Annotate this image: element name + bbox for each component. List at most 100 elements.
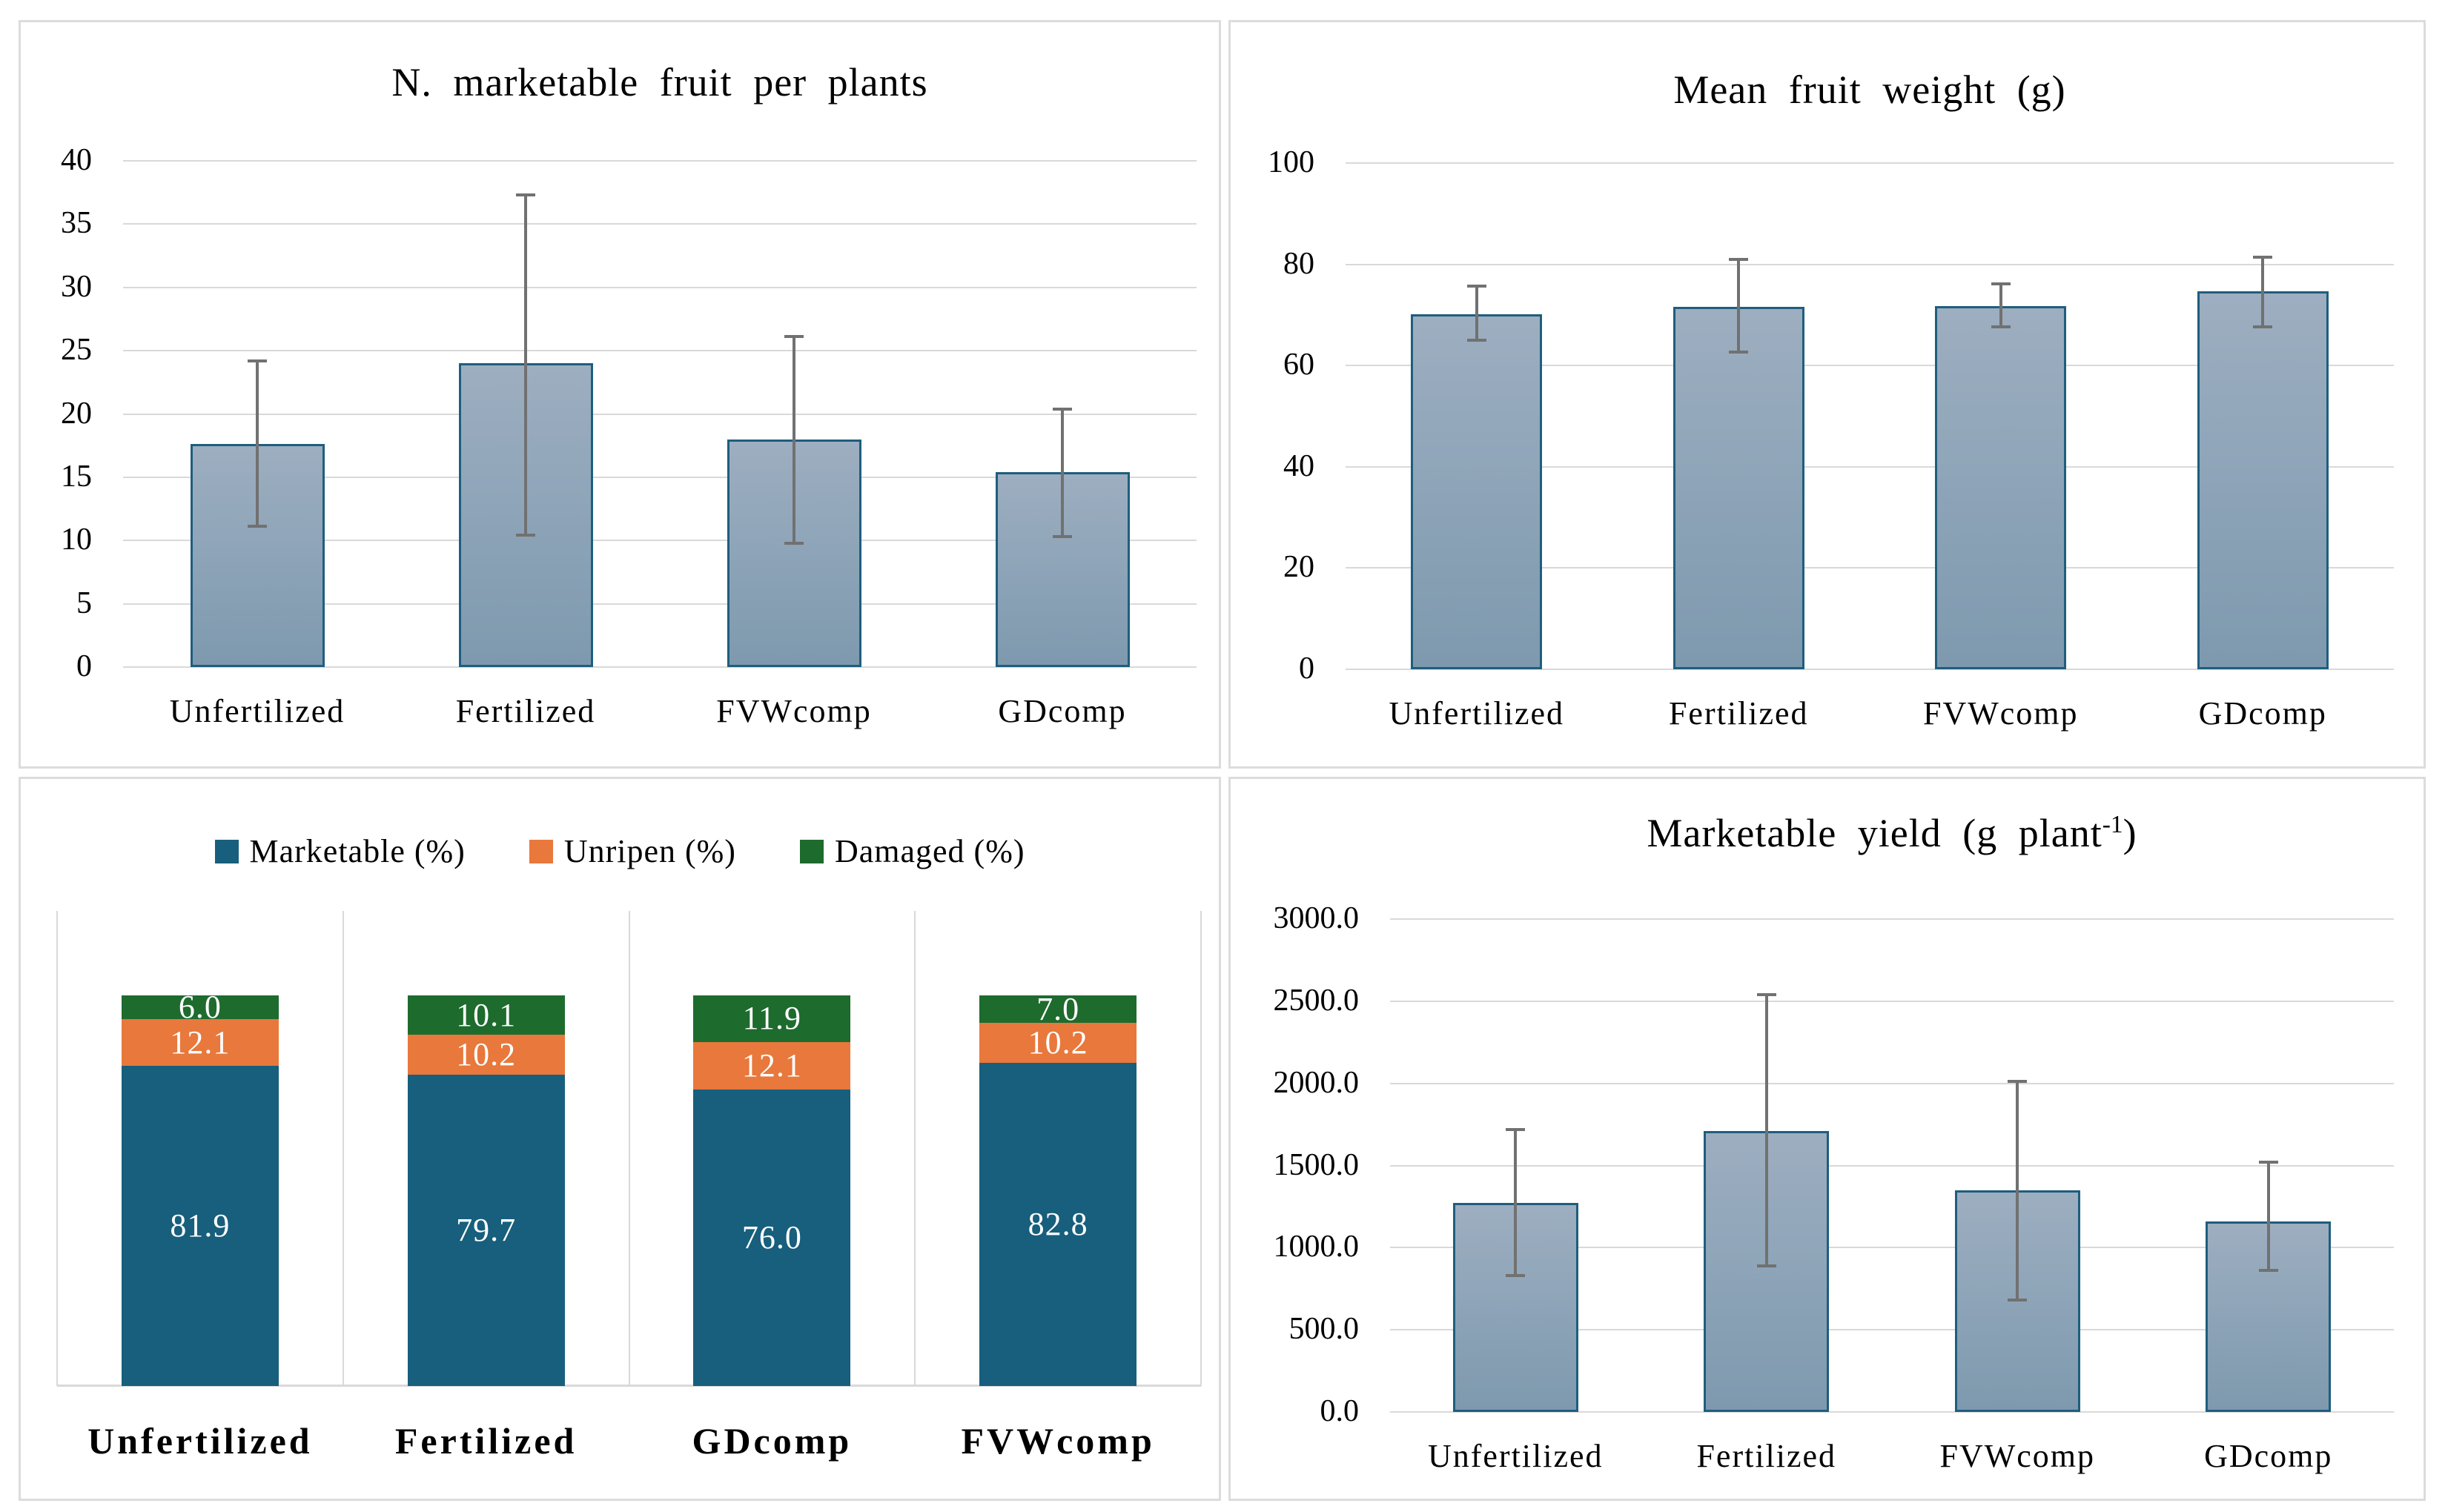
- error-bar-cap-top: [2253, 256, 2273, 259]
- y-tick-label: 20: [1283, 550, 1314, 585]
- x-tick-label: Unfertilized: [169, 693, 345, 729]
- segment-value-label: 12.1: [741, 1047, 802, 1084]
- x-tick-label: FVWcomp: [1922, 695, 2079, 732]
- stacked-bar-column: 76.0 12.1 11.9: [629, 911, 916, 1386]
- plot-area: 81.9 12.1 6.0 79.7 10.2 10.1 76.0 12.1 11.9 82.8 1…: [56, 911, 1202, 1387]
- error-bar: [1475, 285, 1478, 341]
- y-tick-label: 1000.0: [1273, 1230, 1360, 1264]
- error-bar: [524, 195, 527, 536]
- category-separator-line: [342, 911, 344, 1386]
- error-bar: [1999, 283, 2002, 328]
- y-tick-label: 2000.0: [1273, 1065, 1360, 1100]
- stacked-bar: 82.8 10.2 7.0: [979, 990, 1137, 1386]
- chart-legend: Marketable (%) Unripen (%) Damaged (%): [21, 832, 1219, 870]
- x-tick-label: GDcomp: [998, 693, 1127, 729]
- y-tick-label: 35: [61, 206, 92, 241]
- stacked-bar-column: 81.9 12.1 6.0: [57, 911, 343, 1386]
- error-bar-cap-top: [2008, 1080, 2028, 1084]
- title-text: Marketable yield (g plant: [1647, 811, 2102, 855]
- bar: [1411, 314, 1543, 669]
- gridline: [123, 286, 1197, 288]
- error-bar-cap-top: [1053, 407, 1072, 411]
- error-bar-cap-top: [1991, 282, 2011, 285]
- bar-segment: 79.7: [407, 1075, 565, 1386]
- gridline: [1346, 567, 2394, 569]
- error-bar-cap-top: [784, 335, 804, 339]
- x-axis-labels: Unfertilized Fertilized FVWcomp GDcomp: [1390, 1437, 2394, 1475]
- legend-label: Damaged (%): [834, 833, 1025, 869]
- bar-segment: 82.8: [979, 1062, 1137, 1386]
- panel-fruit-weight: Mean fruit weight (g) 0 20 40 60 80 100 Unfer…: [1228, 20, 2426, 769]
- error-bar-cap-top: [1506, 1127, 1526, 1131]
- error-bar-cap-bottom: [2258, 1269, 2278, 1273]
- error-bar: [256, 360, 259, 527]
- stacked-bar: 79.7 10.2 10.1: [407, 995, 565, 1386]
- gridline: [123, 666, 1197, 668]
- gridline: [1346, 162, 2394, 164]
- stacked-bar: 81.9 12.1 6.0: [121, 990, 279, 1386]
- segment-value-label: 7.0: [1036, 990, 1080, 1027]
- bar-chart-fruit-weight: 0 20 40 60 80 100 Unfertilized Fertilized FVWco…: [1231, 22, 2424, 766]
- bar-segment: 6.0: [121, 990, 279, 1023]
- panel-marketable-yield: Marketable yield (g plant-1) 0.0 500.0 100…: [1228, 777, 2426, 1501]
- x-tick-label: Unfertilized: [87, 1420, 313, 1462]
- bar-segment: 10.2: [407, 1035, 565, 1075]
- bar-segment: 10.2: [979, 1023, 1137, 1063]
- error-bar-cap-top: [248, 359, 267, 362]
- x-axis-labels: Unfertilized Fertilized GDcomp FVWcomp: [57, 1419, 1201, 1462]
- x-tick-label: Fertilized: [1696, 1438, 1837, 1474]
- bar-segment: 76.0: [693, 1089, 851, 1386]
- segment-value-label: 76.0: [741, 1218, 802, 1256]
- bar-column: [1346, 163, 1608, 669]
- damaged-swatch-icon: [799, 839, 824, 863]
- x-tick-label: Fertilized: [455, 693, 596, 729]
- marketable-swatch-icon: [214, 839, 239, 863]
- plot-area: [1390, 918, 2394, 1413]
- gridline: [1390, 918, 2394, 920]
- gridline: [123, 223, 1197, 225]
- error-bar-cap-bottom: [1729, 350, 1749, 354]
- gridline: [1390, 1247, 2394, 1249]
- gridline: [1390, 1164, 2394, 1167]
- segment-value-label: 11.9: [742, 1000, 802, 1037]
- error-bar: [2016, 1081, 2019, 1301]
- bar-column: [1892, 919, 2143, 1412]
- bar-column: [1870, 163, 2132, 669]
- plot-area: [1346, 162, 2394, 670]
- error-bar-cap-top: [1729, 257, 1749, 261]
- y-tick-label: 40: [61, 143, 92, 178]
- error-bar: [2261, 257, 2265, 328]
- gridline: [123, 476, 1197, 478]
- error-bar-cap-bottom: [784, 541, 804, 545]
- gridline: [123, 540, 1197, 542]
- error-bar-cap-bottom: [248, 525, 267, 528]
- chart-title-marketable-yield: Marketable yield (g plant-1): [1390, 810, 2394, 856]
- bar: [1935, 305, 2067, 669]
- gridline: [123, 350, 1197, 352]
- bar-segment: 10.1: [407, 995, 565, 1035]
- x-tick-label: FVWcomp: [1939, 1438, 2096, 1474]
- gridline: [1346, 465, 2394, 468]
- gridline: [123, 603, 1197, 605]
- x-tick-label: GDcomp: [2204, 1438, 2333, 1474]
- bar-column: [1608, 163, 1870, 669]
- x-tick-label: Unfertilized: [1389, 695, 1565, 732]
- bar-segment: 7.0: [979, 990, 1137, 1027]
- legend-item-unripen: Unripen (%): [529, 832, 736, 870]
- bar-segment: 12.1: [693, 1041, 851, 1090]
- y-tick-label: 3000.0: [1273, 901, 1360, 936]
- bar-segment: 12.1: [121, 1018, 279, 1067]
- y-tick-label: 0: [76, 649, 92, 684]
- stacked-bar: 76.0 12.1 11.9: [693, 995, 851, 1386]
- error-bar: [1061, 408, 1064, 537]
- error-bar-cap-bottom: [1466, 339, 1486, 342]
- error-bar-cap-bottom: [1053, 535, 1072, 539]
- segment-value-label: 79.7: [456, 1212, 517, 1249]
- gridline: [123, 160, 1197, 162]
- title-text: ): [2123, 811, 2137, 855]
- x-tick-label: Unfertilized: [1427, 1438, 1604, 1474]
- error-bar-cap-top: [516, 193, 535, 197]
- bar: [2197, 291, 2329, 669]
- y-tick-label: 40: [1283, 448, 1314, 483]
- error-bar-cap-bottom: [516, 534, 535, 537]
